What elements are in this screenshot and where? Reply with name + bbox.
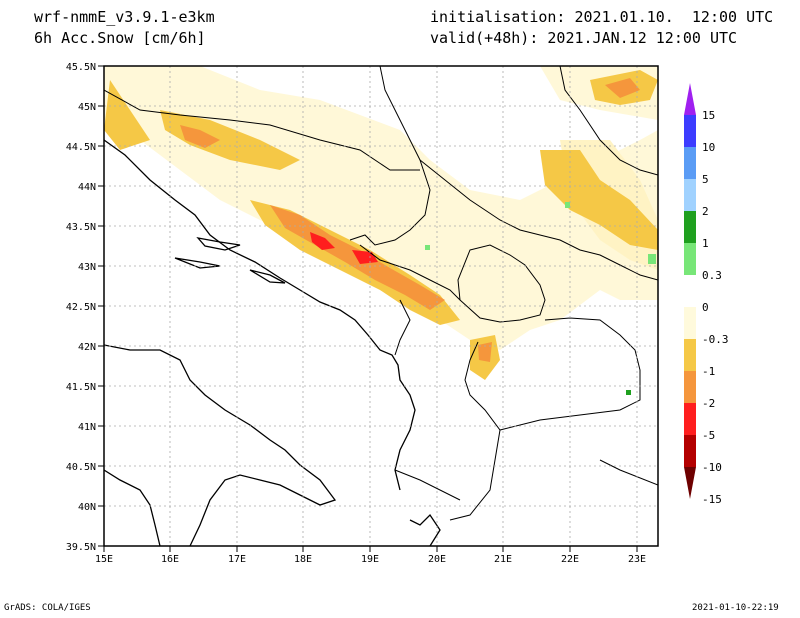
lon-labels: 15E 16E 17E 18E 19E 20E 21E 22E 23E	[95, 554, 646, 565]
model-title: wrf-nmmE_v3.9.1-e3km	[34, 8, 215, 26]
lat-label: 45N	[78, 102, 96, 113]
snow-region-orange-south	[478, 342, 492, 362]
colorbar-swatch	[684, 179, 696, 211]
colorbar-label: 10	[702, 141, 715, 154]
colorbar-label: 5	[702, 173, 709, 186]
valid-time: valid(+48h): 2021.JAN.12 12:00 UTC	[430, 29, 738, 47]
footer-timestamp: 2021-01-10-22:19	[692, 603, 779, 613]
snow-gain-green-4	[626, 390, 631, 395]
colorbar-swatch	[684, 371, 696, 403]
colorbar-label: 2	[702, 205, 709, 218]
lon-label: 20E	[428, 554, 446, 565]
snow-region-gold-east	[540, 150, 658, 250]
lon-label: 15E	[95, 554, 113, 565]
colorbar-label: 1	[702, 237, 709, 250]
colorbar-swatch	[684, 307, 696, 339]
snow-region-gold-1	[160, 110, 300, 170]
lat-label: 42N	[78, 342, 96, 353]
colorbar-label: -10	[702, 461, 722, 474]
country-borders	[104, 66, 658, 521]
lon-label: 17E	[228, 554, 246, 565]
lat-label: 43.5N	[66, 222, 96, 233]
lat-label: 41N	[78, 422, 96, 433]
colorbar-swatch	[684, 243, 696, 275]
lon-label: 19E	[361, 554, 379, 565]
colorbar-label: -15	[702, 493, 722, 506]
colorbar-label: -5	[702, 429, 715, 442]
snow-region-orange-2	[180, 125, 220, 148]
snow-region-orange-ne	[605, 78, 640, 98]
snow-gain-green-2	[565, 202, 570, 208]
lat-label: 39.5N	[66, 542, 96, 553]
colorbar-label: 15	[702, 109, 715, 122]
colorbar-swatch	[684, 275, 696, 307]
colorbar-swatch	[684, 339, 696, 371]
snow-gain-green-3	[425, 245, 430, 250]
colorbar-label: -0.3	[702, 333, 729, 346]
snow-field	[104, 66, 658, 546]
snow-gain-green-1	[648, 254, 656, 264]
lon-label: 21E	[494, 554, 512, 565]
colorbar-label: -2	[702, 397, 715, 410]
colorbar-swatch	[684, 147, 696, 179]
lon-label: 23E	[628, 554, 646, 565]
colorbar-label: -1	[702, 365, 715, 378]
variable-title: 6h Acc.Snow [cm/6h]	[34, 29, 206, 47]
lon-label: 22E	[561, 554, 579, 565]
lat-label: 44N	[78, 182, 96, 193]
colorbar-arrow-bottom	[684, 467, 696, 499]
colorbar-swatch	[684, 403, 696, 435]
footer-credit: GrADS: COLA/IGES	[4, 603, 91, 613]
lat-label: 40.5N	[66, 462, 96, 473]
colorbar-swatch	[684, 115, 696, 147]
lon-label: 18E	[294, 554, 312, 565]
snow-region-gold-nw	[104, 80, 150, 150]
colorbar: 15 10 5 2 1 0.3 0 -0.3 -1 -2 -5 -10 -15	[684, 83, 729, 506]
coastlines	[104, 139, 441, 546]
colorbar-swatch	[684, 435, 696, 467]
lat-label: 42.5N	[66, 302, 96, 313]
colorbar-swatch	[684, 211, 696, 243]
lon-label: 16E	[161, 554, 179, 565]
lat-label: 41.5N	[66, 382, 96, 393]
colorbar-label: 0	[702, 301, 709, 314]
lat-label: 40N	[78, 502, 96, 513]
graticule	[104, 66, 658, 546]
lat-label: 45.5N	[66, 62, 96, 73]
lat-labels: 45.5N 45N 44.5N 44N 43.5N 43N 42.5N 42N …	[66, 62, 96, 553]
colorbar-label: 0.3	[702, 269, 722, 282]
snow-region-red-1	[310, 232, 335, 250]
lat-label: 44.5N	[66, 142, 96, 153]
axis-ticks	[98, 65, 638, 552]
lat-label: 43N	[78, 262, 96, 273]
init-time: initialisation: 2021.01.10. 12:00 UTC	[430, 8, 774, 26]
colorbar-arrow-top	[684, 83, 696, 115]
